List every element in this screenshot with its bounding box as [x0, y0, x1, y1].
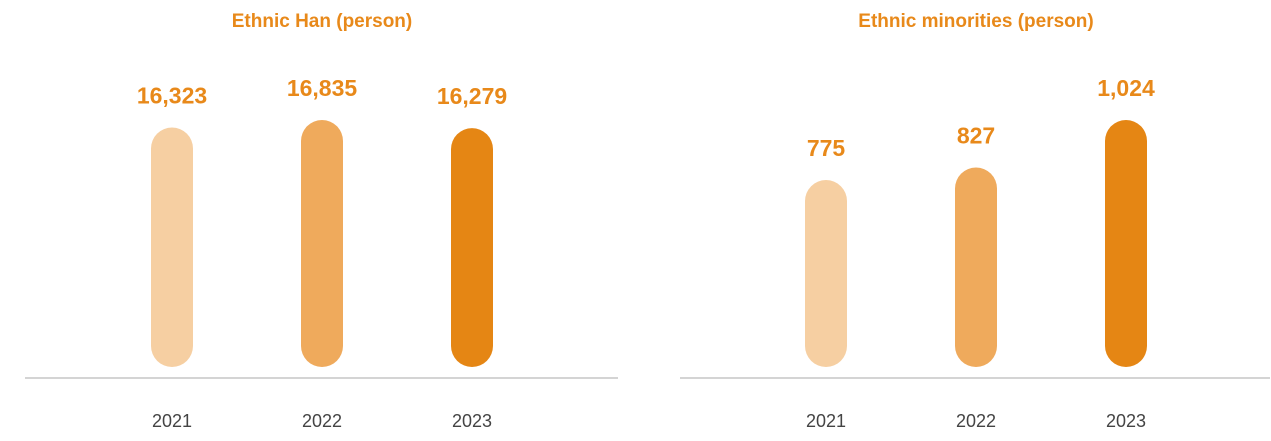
value-label: 16,835	[287, 75, 358, 101]
value-label: 827	[957, 123, 995, 149]
value-label: 1,024	[1097, 75, 1155, 101]
bar	[301, 120, 343, 367]
chart-title: Ethnic Han (person)	[232, 11, 413, 32]
bar	[1105, 120, 1147, 367]
bar	[151, 127, 193, 368]
x-tick-label: 2022	[302, 411, 342, 431]
x-tick-label: 2021	[152, 411, 192, 431]
value-label: 16,279	[437, 83, 507, 109]
value-label: 16,323	[137, 83, 207, 109]
x-tick-label: 2023	[452, 411, 492, 431]
x-tick-label: 2022	[956, 411, 996, 431]
x-tick-label: 2021	[806, 411, 846, 431]
x-tick-label: 2023	[1106, 411, 1146, 431]
bar	[955, 167, 997, 367]
value-label: 775	[807, 135, 846, 161]
chart-title: Ethnic minorities (person)	[858, 11, 1093, 32]
bar	[451, 128, 493, 367]
bar	[805, 180, 847, 367]
